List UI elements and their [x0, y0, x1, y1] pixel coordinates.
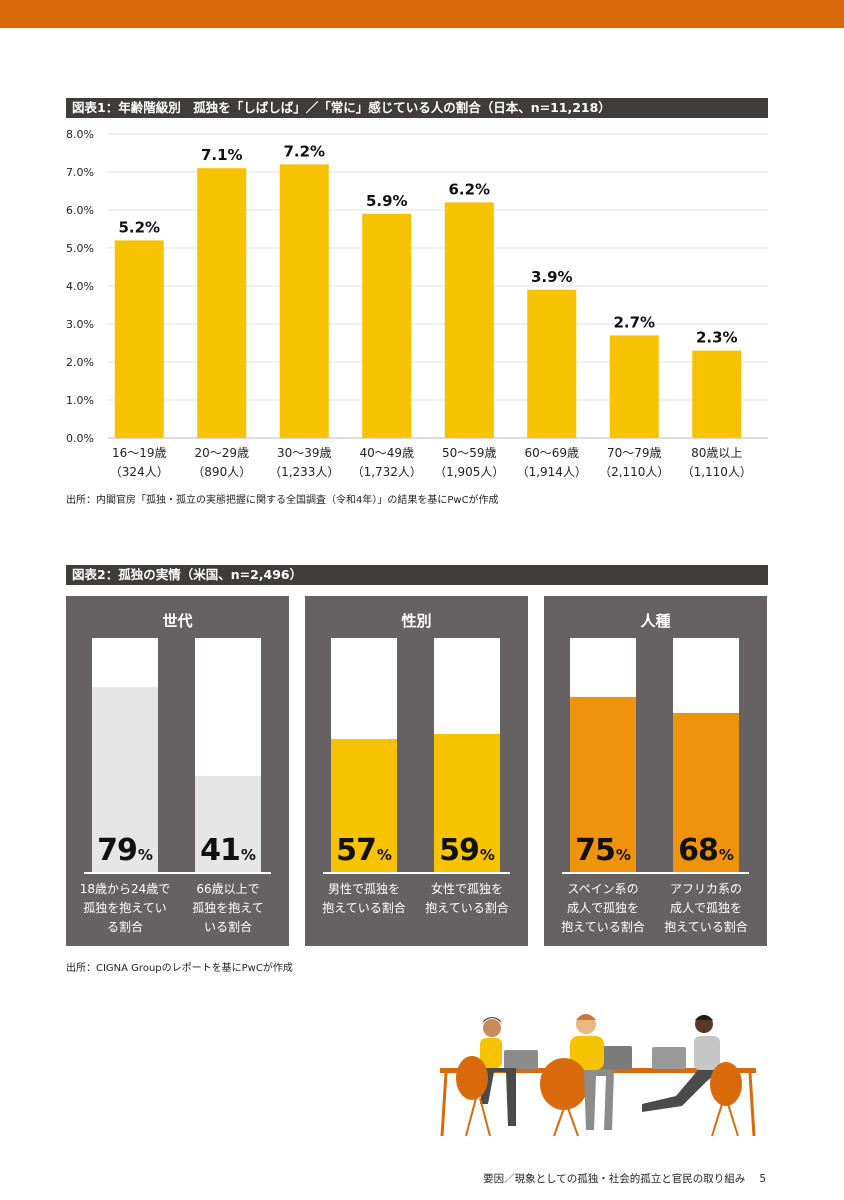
bar	[279, 164, 329, 438]
bar-track: 41%	[195, 638, 261, 872]
y-tick-label: 2.0%	[66, 356, 94, 369]
y-tick-label: 5.0%	[66, 242, 94, 255]
panel-group: 性別 57% 男性で孤独を 抱えている割合 59% 女性で孤独を 抱えている割合	[305, 596, 528, 946]
x-category-label: 50〜59歳	[442, 446, 497, 460]
x-category-label: 80歳以上	[691, 446, 742, 460]
x-category-label: 60〜69歳	[524, 446, 579, 460]
bar-value-label: 6.2%	[448, 180, 490, 198]
chart1-age-bar-chart: 0.0% 1.0% 2.0% 3.0% 4.0% 5.0% 6.0% 7.0% 8.0% 5.2%…	[66, 128, 768, 479]
chart2-source: 出所：CIGNA Groupのレポートを基にPwCが作成	[66, 963, 293, 974]
bar-value-label: 3.9%	[531, 268, 573, 286]
bar-fill	[434, 733, 500, 872]
bar-value-label: 41%	[200, 833, 256, 868]
bar	[444, 202, 494, 438]
y-tick-label: 7.0%	[66, 166, 94, 179]
bar-track: 57%	[331, 638, 397, 872]
chart1-title: 図表1：年齢階級別 孤独を「しばしば」／「常に」感じている人の割合（日本、n=1…	[66, 98, 768, 118]
bar-value-label: 7.2%	[283, 142, 325, 160]
footer-text: 要因／現象としての孤独・社会的孤立と官民の取り組み	[483, 1173, 746, 1185]
bar-caption: 男性で孤独を 抱えている割合	[322, 882, 406, 915]
bar-track: 75%	[570, 638, 636, 872]
panel-title: 世代	[162, 612, 193, 630]
bar-track: 79%	[92, 638, 158, 872]
people-at-table-illustration	[440, 1014, 756, 1137]
y-tick-label: 3.0%	[66, 318, 94, 331]
y-tick-label: 4.0%	[66, 280, 94, 293]
top-accent-band	[0, 0, 844, 28]
bar-value-label: 5.9%	[366, 192, 408, 210]
x-category-label: 70〜79歳	[607, 446, 662, 460]
bar-fill	[195, 776, 261, 872]
panel-title: 性別	[401, 612, 432, 630]
bar-fill	[673, 712, 739, 872]
x-category-label: 16〜19歳	[112, 446, 167, 460]
x-count-label: （890人）	[192, 465, 251, 479]
page-footer: 要因／現象としての孤独・社会的孤立と官民の取り組み 5	[483, 1171, 766, 1186]
bar-track: 68%	[673, 638, 739, 872]
bar-value-label: 2.3%	[696, 329, 738, 347]
bar-caption: 18歳から24歳で 孤独を抱えてい る割合	[79, 882, 171, 934]
x-count-label: （324人）	[110, 465, 169, 479]
bar-fill	[570, 696, 636, 872]
bar-caption: アフリカ系の 成人で孤独を 抱えている割合	[664, 882, 748, 934]
x-category-label: 20〜29歳	[194, 446, 249, 460]
x-count-label: （1,905人）	[434, 465, 504, 479]
bar-value-label: 2.7%	[613, 313, 655, 331]
y-tick-label: 6.0%	[66, 204, 94, 217]
chart2-title: 図表2：孤独の実情（米国、n=2,496）	[66, 565, 768, 585]
bar-track: 59%	[434, 638, 500, 872]
page-number: 5	[759, 1173, 766, 1185]
chart1-source: 出所：内閣官房「孤独・孤立の実態把握に関する全国調査（令和4年）」の結果を基にP…	[66, 495, 499, 506]
bar-caption: スペイン系の 成人で孤独を 抱えている割合	[561, 882, 645, 934]
bar-value-label: 59%	[439, 833, 495, 868]
x-count-label: （1,233人）	[269, 465, 339, 479]
bar	[609, 335, 659, 438]
y-tick-label: 0.0%	[66, 432, 94, 445]
bar-value-label: 79%	[97, 833, 153, 868]
bar	[114, 240, 164, 438]
x-category-label: 30〜39歳	[277, 446, 332, 460]
bar-value-label: 68%	[678, 833, 734, 868]
panel-group: 人種 75% スペイン系の 成人で孤独を 抱えている割合 68% アフリカ系の 成人で孤独を抱…	[544, 596, 767, 946]
panel-baseline	[562, 872, 749, 874]
bar	[362, 213, 412, 438]
y-tick-label: 8.0%	[66, 128, 94, 141]
y-tick-label: 1.0%	[66, 394, 94, 407]
x-count-label: （1,914人）	[517, 465, 587, 479]
panel-baseline	[323, 872, 510, 874]
panel-title: 人種	[640, 612, 671, 630]
bar-caption: 66歳以上で 孤独を抱えて いる割合	[192, 882, 264, 934]
x-count-label: （2,110人）	[599, 465, 669, 479]
bar	[197, 168, 247, 438]
bar-fill	[92, 687, 158, 872]
x-category-label: 40〜49歳	[359, 446, 414, 460]
x-count-label: （1,110人）	[682, 465, 752, 479]
panel-group: 世代 79% 18歳から24歳で 孤独を抱えてい る割合 41% 66歳以上で 孤独を抱えてい…	[66, 596, 289, 946]
bar-value-label: 7.1%	[201, 146, 243, 164]
x-count-label: （1,732人）	[352, 465, 422, 479]
bar	[527, 289, 577, 438]
bar-fill	[331, 738, 397, 872]
bar	[692, 350, 742, 438]
bar-value-label: 57%	[336, 833, 392, 868]
bar-value-label: 75%	[575, 833, 631, 868]
panel-baseline	[84, 872, 271, 874]
bar-caption: 女性で孤独を 抱えている割合	[425, 882, 509, 915]
bar-value-label: 5.2%	[118, 218, 160, 236]
